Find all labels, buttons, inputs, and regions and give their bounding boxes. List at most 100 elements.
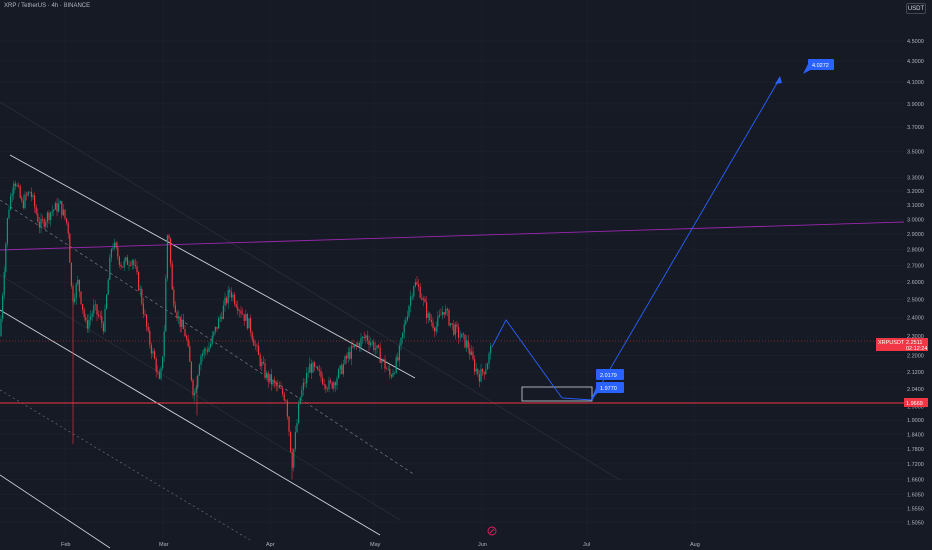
candle-body: [109, 257, 111, 280]
candle-body: [29, 191, 31, 193]
candle-body: [269, 374, 271, 382]
candle-body: [368, 340, 370, 346]
candle-body: [128, 264, 130, 266]
candle-body: [347, 351, 349, 359]
candle-body: [123, 260, 125, 268]
x-tick-label: Apr: [266, 542, 275, 548]
candle-body: [251, 332, 253, 340]
candle-body: [21, 197, 23, 201]
candle-body: [408, 305, 410, 317]
candle-body: [264, 363, 266, 378]
candle-body: [67, 222, 69, 234]
channel-bottom-line: [0, 474, 111, 549]
y-tick-label: 1.9600: [907, 404, 924, 410]
candle-body: [427, 313, 429, 318]
price-axis[interactable]: 4.5000 4.3000 4.1000 3.9000 3.7000 3.5000 3.30…: [907, 39, 924, 527]
candle-body: [178, 316, 180, 319]
candle-body: [194, 392, 196, 396]
y-tick-label: 2.9000: [907, 232, 924, 238]
candle-body: [198, 364, 200, 376]
candle-body: [45, 221, 47, 227]
candle-body: [483, 372, 485, 375]
candle-body: [464, 334, 466, 348]
unit-button[interactable]: USDT: [906, 3, 926, 14]
candle-body: [166, 235, 168, 279]
candle-body: [78, 279, 80, 292]
svg-text:4.0272: 4.0272: [812, 63, 829, 69]
candle-body: [418, 284, 420, 288]
time-axis[interactable]: Feb Mar Apr May Jun Jul Aug: [61, 542, 700, 548]
candle-body: [275, 382, 277, 387]
replay-icon[interactable]: [487, 526, 497, 536]
candle-body: [211, 335, 213, 345]
target-zone-box[interactable]: [521, 386, 593, 402]
candle-body: [458, 327, 460, 338]
candle-body: [323, 384, 325, 386]
candle-body: [346, 356, 348, 359]
candle-body: [341, 365, 343, 374]
candle-body: [405, 320, 407, 325]
candle-body: [168, 235, 170, 239]
candle-body: [99, 315, 101, 317]
candle-body: [448, 309, 450, 326]
candle-body: [258, 346, 260, 355]
candle-body: [376, 345, 378, 349]
candle-body: [165, 278, 167, 332]
projection-arrow[interactable]: [591, 77, 781, 401]
candle-body: [317, 366, 319, 370]
candle-body: [40, 219, 42, 228]
candle-body: [114, 242, 116, 248]
candle-body: [480, 369, 482, 382]
candle-body: [387, 368, 389, 370]
candle-body: [139, 288, 141, 291]
candle-body: [299, 397, 301, 404]
candle-body: [314, 362, 316, 367]
candle-body: [64, 209, 66, 219]
y-tick-label: 1.5550: [907, 506, 924, 512]
candle-body: [246, 314, 248, 329]
channel-lines: [0, 101, 621, 549]
current-price-tag: XRPUSDT 2.2511 02:12:24: [876, 338, 928, 352]
candle-body: [363, 336, 365, 338]
label-target-high: 4.0272: [803, 59, 834, 74]
y-tick-label: 1.7200: [907, 462, 924, 468]
candle-body: [22, 200, 24, 208]
x-tick-label: May: [370, 542, 381, 548]
candle-body: [16, 185, 18, 187]
candle-body: [70, 262, 72, 287]
candle-body: [170, 238, 172, 264]
candle-body: [112, 247, 114, 250]
candle-body: [162, 356, 164, 369]
y-tick-label: 1.9000: [907, 418, 924, 424]
candle-body: [245, 314, 247, 321]
candle-body: [224, 297, 226, 306]
candle-body: [322, 377, 324, 385]
candle-body: [250, 318, 252, 333]
candle-body: [48, 212, 50, 221]
arrow-head-icon: [775, 76, 782, 84]
grid-lines: [0, 0, 904, 538]
candle-body: [406, 316, 408, 321]
candle-body: [61, 201, 63, 216]
candle-body: [30, 191, 32, 197]
candle-body: [291, 451, 293, 468]
y-tick-label: 2.4000: [907, 315, 924, 321]
candle-body: [208, 347, 210, 352]
candle-body: [160, 368, 162, 379]
candle-body: [221, 316, 223, 319]
projection-path[interactable]: [491, 319, 593, 401]
candle-body: [144, 313, 146, 315]
svg-text:2.2511: 2.2511: [906, 340, 922, 346]
channel-mid-line: [0, 199, 416, 476]
y-tick-label: 4.5000: [907, 39, 924, 45]
candle-body: [141, 288, 143, 304]
candle-body: [218, 318, 220, 329]
candle-body: [256, 345, 258, 347]
candle-body: [390, 375, 392, 377]
candle-body: [278, 385, 280, 388]
candle-body: [445, 308, 447, 315]
y-tick-label: 3.9000: [907, 102, 924, 108]
candle-body: [43, 219, 45, 227]
candle-body: [416, 282, 418, 285]
